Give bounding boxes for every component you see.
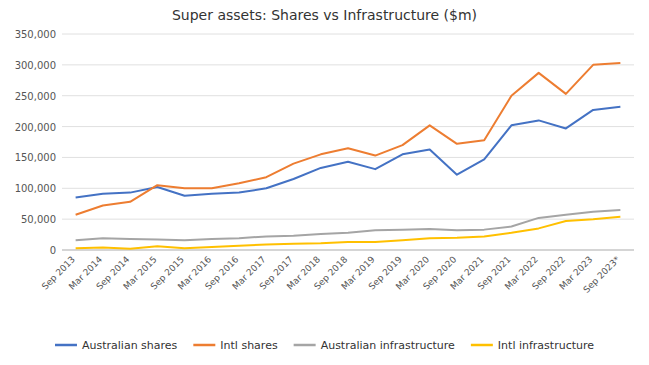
x-axis — [62, 250, 634, 251]
legend-swatch — [55, 344, 77, 347]
y-tick-label: 250,000 — [15, 91, 56, 102]
y-tick-label: 300,000 — [15, 60, 56, 71]
legend: Australian shares Intl shares Australian i… — [55, 339, 594, 352]
grid-line — [62, 250, 634, 251]
legend-label: Intl infrastructure — [498, 339, 594, 352]
grid-line — [62, 219, 634, 220]
legend-swatch — [471, 344, 493, 347]
y-tick-label: 100,000 — [15, 183, 56, 194]
y-tick-label: 0 — [50, 245, 56, 256]
series-line — [76, 63, 621, 215]
grid-line — [62, 95, 634, 96]
series-line — [76, 217, 621, 249]
legend-item: Australian shares — [55, 339, 178, 352]
grid-line — [62, 64, 634, 65]
lines — [76, 63, 621, 249]
series-line — [76, 107, 621, 198]
title: Super assets: Shares vs Infrastructure (… — [172, 7, 477, 23]
legend-swatch — [193, 344, 215, 347]
series-line — [76, 210, 621, 240]
grid-line — [62, 157, 634, 158]
grid-line — [62, 34, 634, 35]
legend-item: Intl shares — [193, 339, 278, 352]
legend-item: Australian infrastructure — [294, 339, 455, 352]
y-tick-label: 350,000 — [15, 29, 56, 40]
grid — [62, 34, 634, 250]
y-tick-label: 150,000 — [15, 152, 56, 163]
chart: Super assets: Shares vs Infrastructure (… — [0, 0, 649, 365]
y-tick-label: 50,000 — [21, 214, 56, 225]
grid-line — [62, 126, 634, 127]
legend-label: Australian shares — [82, 339, 178, 352]
legend-label: Intl shares — [220, 339, 278, 352]
x-tick-label: Sep 2023* — [581, 254, 622, 295]
legend-swatch — [294, 344, 316, 347]
y-tick-label: 200,000 — [15, 122, 56, 133]
legend-item: Intl infrastructure — [471, 339, 594, 352]
legend-label: Australian infrastructure — [321, 339, 455, 352]
